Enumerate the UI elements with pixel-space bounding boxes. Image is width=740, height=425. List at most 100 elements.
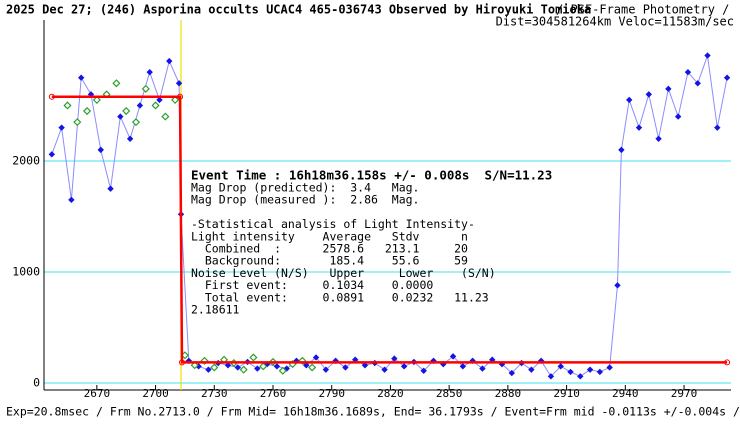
data-point xyxy=(48,151,56,158)
annotation: 2.18611 xyxy=(191,303,240,317)
data-point xyxy=(83,106,92,116)
data-point xyxy=(107,185,114,192)
data-point xyxy=(200,356,209,365)
data-point xyxy=(547,373,555,380)
data-point xyxy=(577,373,584,380)
x-tick-label: 2700 xyxy=(142,387,169,400)
data-point xyxy=(322,366,330,373)
data-point xyxy=(400,363,408,370)
data-point xyxy=(97,146,104,154)
data-point xyxy=(618,146,625,154)
data-point xyxy=(171,95,180,104)
annotation: -Statistical analysis of Light Intensity… xyxy=(191,217,475,231)
data-point xyxy=(655,135,662,142)
data-point xyxy=(58,124,65,131)
data-point xyxy=(210,363,219,372)
series-line xyxy=(51,95,728,364)
data-point xyxy=(239,365,248,374)
data-point xyxy=(73,118,82,127)
data-point xyxy=(714,124,721,131)
y-tick-label: 0 xyxy=(33,376,40,390)
data-point xyxy=(92,95,101,104)
data-point xyxy=(224,362,232,369)
data-point xyxy=(586,366,594,373)
data-point xyxy=(508,369,515,377)
x-tick-label: 2760 xyxy=(260,387,287,400)
data-point xyxy=(68,196,75,204)
x-tick-label: 2730 xyxy=(201,387,228,400)
model-point xyxy=(724,359,731,366)
data-point xyxy=(273,363,281,370)
data-point xyxy=(146,68,153,76)
event-time: Event Time : 16h18m36.158s +/- 0.008s S/… xyxy=(191,168,552,183)
data-point xyxy=(614,282,621,289)
data-point xyxy=(420,367,427,374)
data-point xyxy=(205,366,212,373)
data-point xyxy=(567,368,574,376)
chart-subtitle: / PSF-Frame Photometry / xyxy=(556,3,729,17)
data-point xyxy=(234,364,241,371)
x-tick-label: 2940 xyxy=(612,387,639,400)
model-point xyxy=(177,93,184,100)
data-point xyxy=(126,135,134,142)
data-point xyxy=(259,362,268,371)
data-point xyxy=(449,353,457,360)
y-tick-label: 1000 xyxy=(12,264,40,278)
chart-title: 2025 Dec 27; (246) Asporina occults UCAC… xyxy=(6,3,591,17)
data-point xyxy=(195,363,202,370)
x-tick-label: 2850 xyxy=(436,387,463,400)
model-point xyxy=(48,93,55,100)
x-tick-label: 2880 xyxy=(495,387,522,400)
data-point xyxy=(136,102,144,109)
data-point xyxy=(528,366,535,373)
x-tick-label: 2670 xyxy=(84,387,111,400)
data-point xyxy=(312,354,320,361)
annotation: First event: 0.1034 0.0000 xyxy=(191,278,433,292)
data-point xyxy=(63,101,72,110)
data-point xyxy=(131,118,141,127)
annotation: Combined : 2578.6 213.1 20 xyxy=(191,242,468,256)
data-point xyxy=(665,85,672,93)
annotation: Light intensity Average Stdv n xyxy=(191,229,468,243)
annotation-bg xyxy=(188,168,518,180)
data-point xyxy=(161,112,170,121)
data-point xyxy=(122,106,131,116)
annotation: Mag Drop (measured ): 2.86 Mag. xyxy=(191,193,419,207)
footer: Exp=20.8msec / Frm No.2713.0 / Frm Mid= … xyxy=(6,405,740,419)
annotation: Total event: 0.0891 0.0232 11.23 xyxy=(191,290,489,304)
series-line xyxy=(51,55,728,378)
data-point xyxy=(606,364,613,371)
model-point xyxy=(178,359,185,366)
data-point xyxy=(381,366,388,373)
data-point xyxy=(112,79,121,88)
data-point xyxy=(694,80,701,87)
data-point xyxy=(645,91,652,98)
data-point xyxy=(151,101,160,110)
data-point xyxy=(684,68,692,76)
data-point xyxy=(459,363,467,370)
annotation: Mag Drop (predicted): 3.4 Mag. xyxy=(191,181,419,195)
x-tick-label: 2970 xyxy=(671,387,698,400)
data-point xyxy=(156,96,163,104)
data-point xyxy=(117,113,124,120)
data-point xyxy=(175,80,183,87)
data-point xyxy=(342,364,349,371)
annotation: Noise Level (N/S) Upper Lower (S/N) xyxy=(191,266,496,280)
data-point xyxy=(596,368,604,376)
x-tick-label: 2820 xyxy=(377,387,404,400)
data-point xyxy=(626,96,633,104)
data-point xyxy=(141,84,150,93)
data-point xyxy=(704,52,711,59)
data-point xyxy=(557,363,564,370)
data-point xyxy=(308,363,317,372)
x-tick-label: 2790 xyxy=(318,387,345,400)
data-point xyxy=(77,74,85,81)
data-point xyxy=(391,355,398,362)
data-point xyxy=(635,124,643,131)
data-point xyxy=(674,113,682,120)
chart-subtitle: Dist=304581264km Veloc=11583m/sec xyxy=(496,15,734,29)
data-point xyxy=(479,365,486,372)
y-tick-label: 2000 xyxy=(12,153,40,167)
data-point xyxy=(254,365,261,372)
